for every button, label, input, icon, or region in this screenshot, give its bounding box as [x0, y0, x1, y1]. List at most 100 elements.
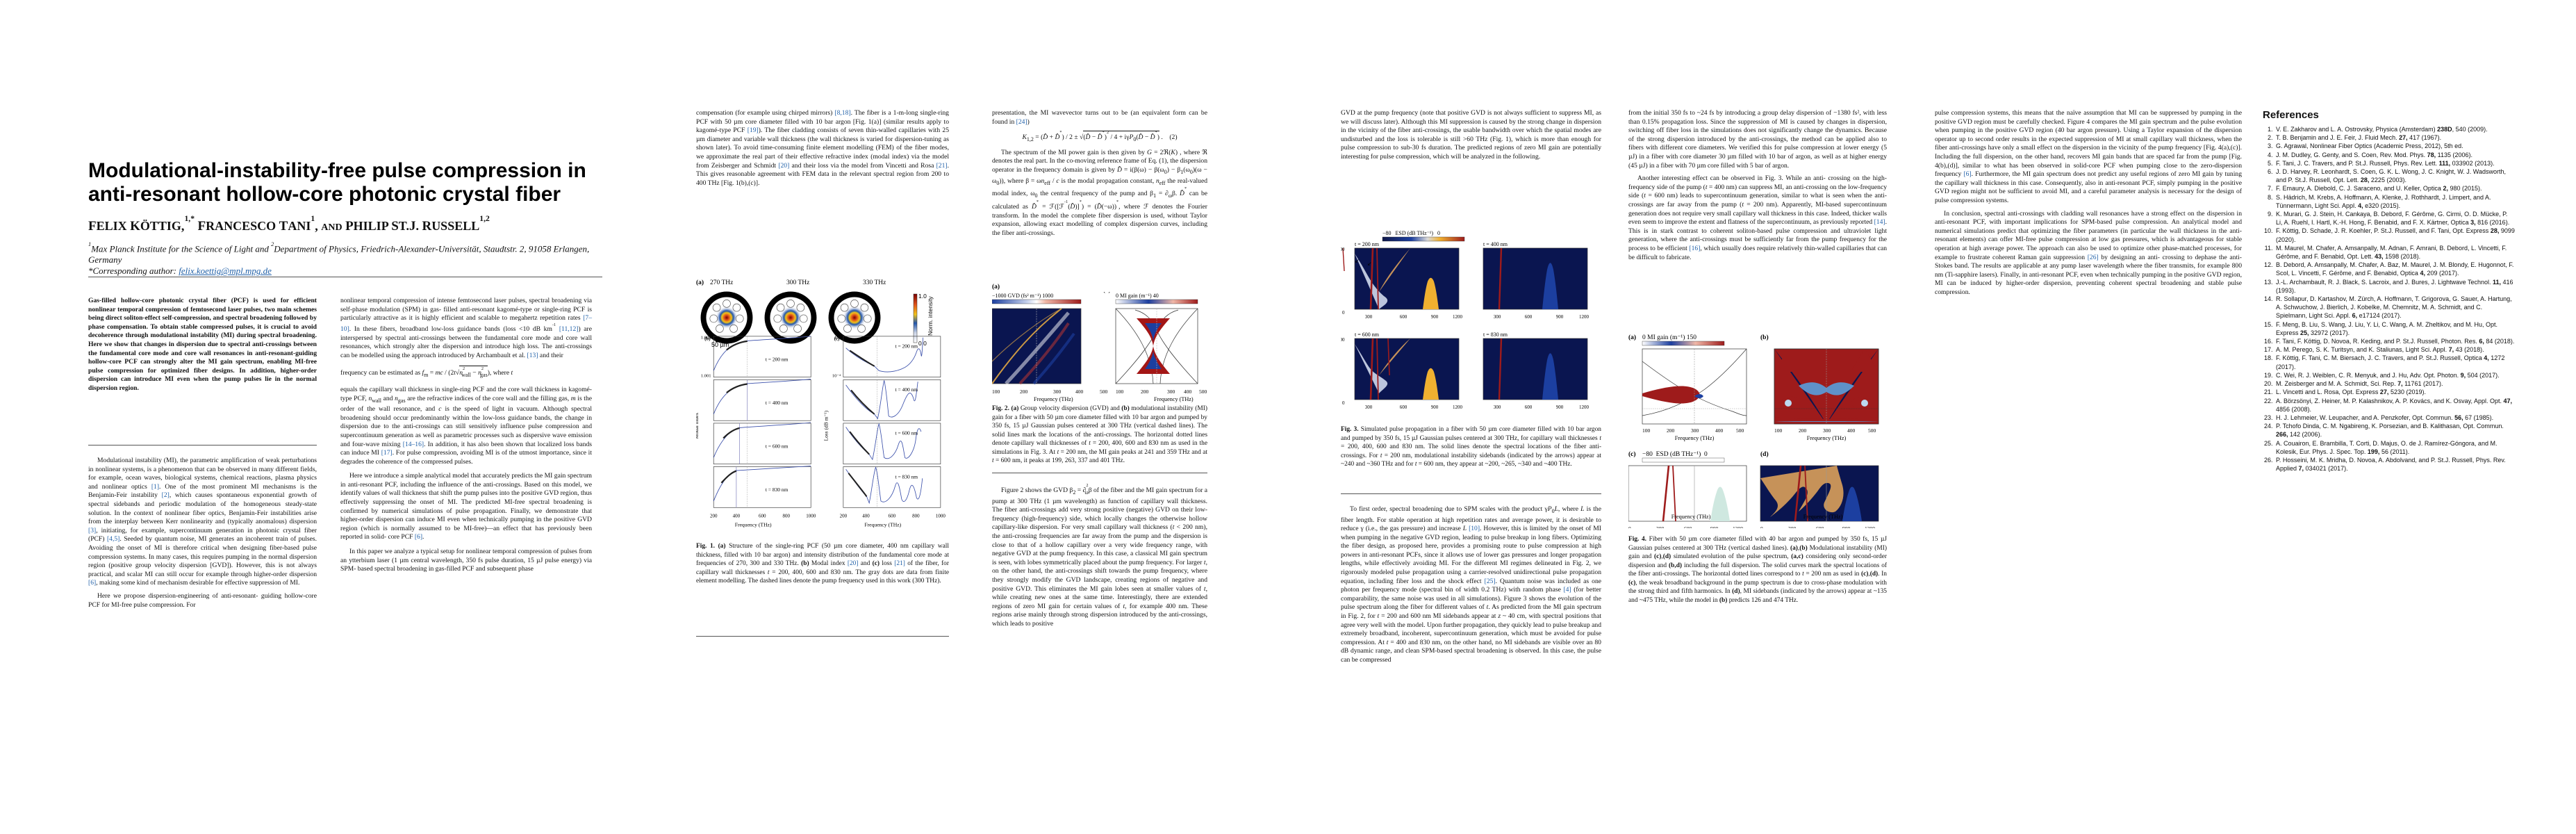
svg-text:900: 900 — [1556, 404, 1564, 410]
svg-text:500: 500 — [1100, 389, 1108, 395]
svg-text:1200: 1200 — [1453, 404, 1463, 410]
svg-text:600: 600 — [889, 513, 896, 518]
svg-text:t = 600 nm: t = 600 nm — [766, 443, 789, 449]
svg-text:400: 400 — [1847, 427, 1856, 434]
svg-text:200: 200 — [1020, 389, 1028, 395]
svg-text:200: 200 — [1141, 389, 1149, 395]
svg-text:100: 100 — [1116, 389, 1124, 395]
svg-text:t = 830 nm: t = 830 nm — [1483, 332, 1508, 338]
svg-text:100: 100 — [1341, 337, 1345, 343]
svg-text:t = 830 nm: t = 830 nm — [895, 473, 918, 480]
svg-text:Frequency (THz): Frequency (THz) — [735, 521, 772, 528]
svg-text:1200: 1200 — [1733, 525, 1743, 528]
svg-text:t = 200 nm: t = 200 nm — [1355, 241, 1380, 247]
svg-text:−1000 GVD (fs² m⁻¹) 1000: −1000 GVD (fs² m⁻¹) 1000 — [992, 293, 1053, 299]
svg-text:10⁻⁴: 10⁻⁴ — [832, 374, 841, 379]
svg-text:400: 400 — [1075, 389, 1084, 395]
svg-text:300: 300 — [1365, 314, 1373, 320]
svg-text:1.001: 1.001 — [701, 374, 711, 379]
svg-text:300: 300 — [1656, 525, 1665, 528]
svg-text:600: 600 — [1816, 525, 1824, 528]
svg-text:Frequency (THz): Frequency (THz) — [1671, 514, 1711, 520]
svg-text:100: 100 — [1774, 427, 1783, 434]
svg-text:1200: 1200 — [1865, 525, 1875, 528]
svg-text:300: 300 — [1494, 314, 1501, 320]
svg-text:600: 600 — [759, 513, 766, 518]
svg-text:Frequency (THz): Frequency (THz) — [1154, 396, 1194, 402]
svg-text:900: 900 — [1710, 525, 1719, 528]
svg-text:200: 200 — [840, 513, 848, 518]
svg-text:Frequency (THz): Frequency (THz) — [864, 521, 901, 528]
svg-text:600: 600 — [1525, 314, 1533, 320]
svg-text:800: 800 — [782, 513, 790, 518]
svg-text:500: 500 — [1736, 427, 1744, 434]
svg-text:1.0: 1.0 — [918, 293, 927, 300]
svg-text:t = 400 nm: t = 400 nm — [766, 400, 789, 406]
svg-text:(d): (d) — [1760, 450, 1769, 458]
svg-text:400: 400 — [1715, 427, 1724, 434]
svg-text:1000: 1000 — [936, 513, 946, 518]
svg-text:900: 900 — [1842, 525, 1851, 528]
svg-text:t = 600 nm: t = 600 nm — [895, 430, 918, 436]
svg-text:600: 600 — [1684, 525, 1692, 528]
svg-text:0 MI gain (m⁻¹) 150: 0 MI gain (m⁻¹) 150 — [1642, 334, 1696, 341]
svg-text:0: 0 — [1342, 310, 1345, 316]
svg-text:t = 200 nm: t = 200 nm — [766, 356, 789, 362]
svg-text:800: 800 — [912, 513, 920, 518]
svg-text:300: 300 — [1788, 525, 1797, 528]
svg-text:300: 300 — [1823, 427, 1831, 434]
svg-text:200: 200 — [1799, 427, 1807, 434]
svg-text:Modal index: Modal index — [696, 412, 700, 439]
svg-text:t = 600 nm: t = 600 nm — [1355, 332, 1380, 338]
svg-text:300: 300 — [1167, 389, 1175, 395]
svg-text:Loss (dB m⁻¹): Loss (dB m⁻¹) — [823, 410, 829, 441]
svg-text:↙: ↙ — [1367, 261, 1372, 267]
svg-text:500: 500 — [1868, 427, 1876, 434]
svg-text:100: 100 — [1642, 427, 1651, 434]
svg-text:500: 500 — [1199, 389, 1207, 395]
svg-text:400: 400 — [733, 513, 741, 518]
svg-text:300: 300 — [1494, 404, 1501, 410]
svg-text:1200: 1200 — [1453, 314, 1463, 320]
svg-text:100: 100 — [992, 389, 1000, 395]
svg-text:600: 600 — [1400, 404, 1407, 410]
svg-text:(c): (c) — [1628, 450, 1636, 458]
svg-text:t = 830 nm: t = 830 nm — [766, 486, 789, 493]
svg-text:900: 900 — [1431, 404, 1439, 410]
svg-text:Norm. intensity: Norm. intensity — [927, 296, 934, 336]
svg-text:600: 600 — [1400, 314, 1407, 320]
svg-text:300: 300 — [1691, 427, 1699, 434]
svg-text:1200: 1200 — [1579, 404, 1590, 410]
svg-text:900: 900 — [1556, 314, 1564, 320]
svg-text:(a): (a) — [1628, 334, 1636, 341]
svg-text:Frequency (THz): Frequency (THz) — [1807, 435, 1847, 441]
svg-text:t = 400 nm: t = 400 nm — [1483, 241, 1508, 247]
svg-text:Frequency (THz): Frequency (THz) — [1034, 396, 1073, 402]
svg-text:t = 400 nm: t = 400 nm — [895, 386, 918, 393]
svg-text:t = 200 nm: t = 200 nm — [895, 343, 918, 350]
svg-text:(b): (b) — [1760, 334, 1769, 341]
svg-text:0 MI gain (m⁻¹) 40: 0 MI gain (m⁻¹) 40 — [1116, 293, 1159, 299]
svg-text:0: 0 — [1628, 525, 1631, 528]
svg-text:300: 300 — [1365, 404, 1373, 410]
svg-text:1200: 1200 — [1579, 314, 1590, 320]
svg-text:0: 0 — [1760, 525, 1763, 528]
svg-text:200: 200 — [1667, 427, 1675, 434]
svg-text:↙: ↙ — [1355, 258, 1360, 264]
svg-text:100: 100 — [1341, 247, 1345, 252]
svg-text:1000: 1000 — [806, 513, 816, 518]
svg-text:400: 400 — [862, 513, 870, 518]
svg-text:0: 0 — [1342, 400, 1345, 406]
svg-text:400: 400 — [1184, 389, 1192, 395]
svg-text:−80 ESD (dB THz⁻¹) 0: −80 ESD (dB THz⁻¹) 0 — [1382, 230, 1440, 236]
svg-text:300: 300 — [1053, 389, 1062, 395]
svg-text:600: 600 — [1525, 404, 1533, 410]
svg-text:Frequency (THz): Frequency (THz) — [1803, 514, 1843, 520]
svg-text:−80 ESD (dB THz⁻¹) 0: −80 ESD (dB THz⁻¹) 0 — [1642, 450, 1708, 458]
svg-text:10⁰: 10⁰ — [834, 335, 841, 341]
svg-text:200: 200 — [710, 513, 718, 518]
svg-text:(b): (b) — [1103, 292, 1111, 293]
svg-text:900: 900 — [1431, 314, 1439, 320]
svg-text:Frequency (THz): Frequency (THz) — [1675, 435, 1715, 441]
svg-text:1.003: 1.003 — [701, 336, 711, 341]
